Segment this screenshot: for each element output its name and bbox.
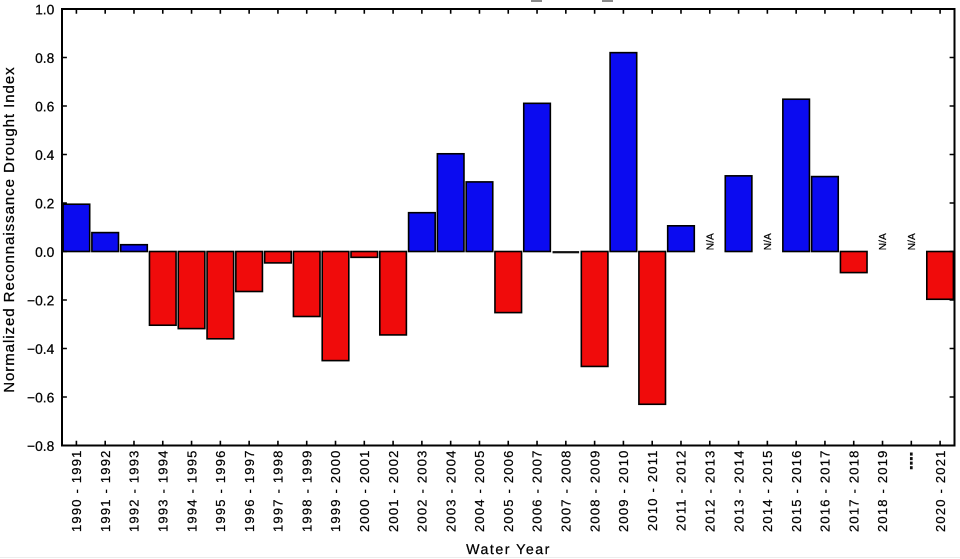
svg-text:1999 - 2000: 1999 - 2000: [328, 449, 343, 532]
svg-text:−0.6: −0.6: [27, 390, 55, 405]
svg-text:1995 - 1996: 1995 - 1996: [213, 449, 228, 532]
svg-text:0.8: 0.8: [35, 51, 55, 66]
svg-text:2008 - 2009: 2008 - 2009: [587, 449, 602, 532]
svg-text:−0.2: −0.2: [27, 293, 54, 308]
svg-text:2014 - 2015: 2014 - 2015: [760, 449, 775, 532]
svg-text:2000 - 2001: 2000 - 2001: [357, 449, 372, 532]
svg-text:2001 - 2002: 2001 - 2002: [386, 449, 401, 532]
svg-text:1998 - 1999: 1998 - 1999: [299, 449, 314, 532]
svg-text:Water Year: Water Year: [466, 542, 551, 558]
svg-text:2002 - 2003: 2002 - 2003: [415, 449, 430, 532]
svg-text:2017 - 2018: 2017 - 2018: [846, 449, 861, 532]
svg-text:Normalized Reconnaissance Drou: Normalized Reconnaissance Drought Index: [1, 66, 18, 392]
svg-text:N/A: N/A: [705, 233, 716, 250]
svg-text:0.6: 0.6: [35, 99, 55, 114]
svg-text:−0.8: −0.8: [27, 439, 55, 454]
svg-text:2003 - 2004: 2003 - 2004: [443, 449, 458, 532]
svg-text:2009 - 2010: 2009 - 2010: [616, 449, 631, 532]
svg-text:2004 - 2005: 2004 - 2005: [472, 449, 487, 532]
svg-text:N/A: N/A: [763, 233, 774, 250]
svg-text:0.2: 0.2: [35, 196, 54, 211]
svg-text:2016 - 2017: 2016 - 2017: [818, 449, 833, 532]
svg-text:2005 - 2006: 2005 - 2006: [501, 449, 516, 532]
svg-text:1990 - 1991: 1990 - 1991: [69, 449, 84, 532]
svg-text:2020 - 2021: 2020 - 2021: [933, 449, 948, 532]
svg-text:1996 - 1997: 1996 - 1997: [242, 449, 257, 532]
svg-text:0.4: 0.4: [35, 148, 55, 163]
svg-text:2007 - 2008: 2007 - 2008: [559, 449, 574, 532]
svg-text:2011 - 2012: 2011 - 2012: [674, 449, 689, 531]
svg-text:N/A: N/A: [907, 233, 918, 250]
svg-text:1992 - 1993: 1992 - 1993: [127, 449, 142, 532]
svg-text:N/A: N/A: [878, 233, 889, 250]
svg-text:1991 - 1992: 1991 - 1992: [98, 449, 113, 532]
svg-text:1993 - 1994: 1993 - 1994: [155, 449, 170, 532]
svg-text:2015 - 2016: 2015 - 2016: [789, 449, 804, 532]
svg-text:2018 - 2019: 2018 - 2019: [875, 449, 890, 532]
svg-text:2013 - 2014: 2013 - 2014: [731, 449, 746, 532]
svg-text:1994 - 1995: 1994 - 1995: [184, 449, 199, 532]
svg-text:2012 - 2013: 2012 - 2013: [702, 449, 717, 532]
svg-text:1.0: 1.0: [35, 2, 55, 17]
svg-text:1997 - 1998: 1997 - 1998: [271, 449, 286, 532]
svg-text:2010 - 2011: 2010 - 2011: [645, 449, 660, 531]
svg-text:−0.4: −0.4: [27, 342, 55, 357]
svg-text:0.0: 0.0: [35, 245, 55, 260]
svg-text:2006 - 2007: 2006 - 2007: [530, 449, 545, 532]
